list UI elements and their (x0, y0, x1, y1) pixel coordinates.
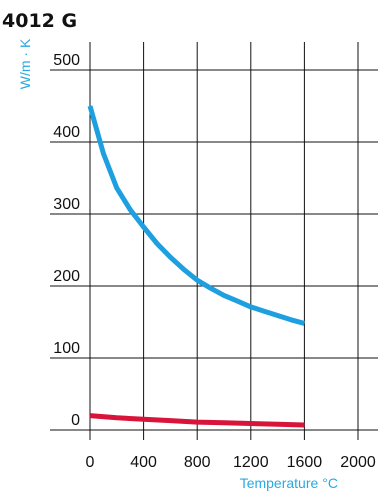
x-axis-unit: °C (322, 475, 338, 491)
y-tick-label: 400 (53, 124, 80, 141)
x-tick-label: 1600 (287, 454, 323, 471)
y-tick-label: 100 (53, 340, 80, 357)
y-tick-label: 0 (71, 412, 80, 429)
grid (50, 42, 378, 440)
y-axis-label: W/m · K (17, 38, 33, 89)
y-tick-label: 200 (53, 268, 80, 285)
y-tick-label: 500 (53, 52, 80, 69)
x-tick-label: 1200 (233, 454, 269, 471)
x-axis-label: Temperature °C (240, 475, 338, 491)
series-group (87, 105, 306, 428)
x-tick-label: 0 (86, 454, 95, 471)
x-tick-label: 400 (130, 454, 157, 471)
x-tick-label: 800 (184, 454, 211, 471)
x-axis-label-text: Temperature (240, 475, 319, 491)
series-line-2 (89, 413, 305, 428)
y-axis-ticks: 0 100 200 300 400 500 (53, 52, 80, 429)
x-tick-label: 2000 (340, 454, 376, 471)
x-axis-ticks: 0 400 800 1200 1600 2000 (86, 454, 376, 471)
series-line-1 (87, 105, 306, 326)
y-tick-label: 300 (53, 196, 80, 213)
chart-title: 4012 G (2, 10, 77, 32)
